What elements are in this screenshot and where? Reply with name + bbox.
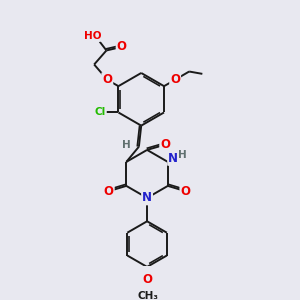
Text: Cl: Cl (95, 107, 106, 118)
Text: N: N (168, 152, 178, 165)
Text: O: O (104, 185, 114, 198)
Text: O: O (180, 185, 190, 198)
Text: O: O (142, 273, 152, 286)
Text: O: O (160, 138, 170, 151)
Text: O: O (170, 73, 180, 86)
Text: CH₃: CH₃ (137, 291, 158, 300)
Text: O: O (117, 40, 127, 53)
Text: H: H (122, 140, 131, 150)
Text: N: N (142, 191, 152, 204)
Text: HO: HO (84, 31, 102, 41)
Text: O: O (102, 73, 112, 86)
Text: H: H (178, 151, 187, 160)
